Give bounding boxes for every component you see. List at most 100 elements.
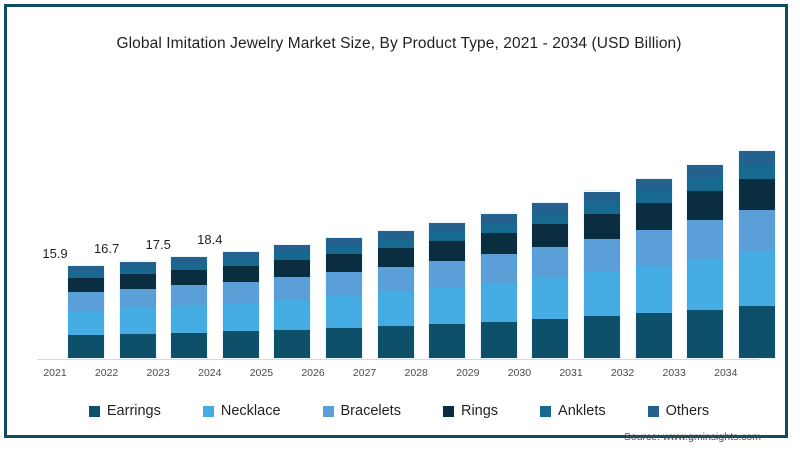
bar-segment-others[interactable]	[222, 251, 259, 259]
legend-item-bracelets[interactable]: Bracelets	[322, 403, 401, 419]
bar-segment-bracelets[interactable]	[584, 238, 620, 272]
bar-segment-earrings[interactable]	[326, 328, 362, 358]
bar-segment-necklace[interactable]	[532, 277, 569, 320]
bar-segment-rings[interactable]	[635, 202, 672, 230]
bar-segment-earrings[interactable]	[377, 326, 414, 358]
bar-segment-anklets[interactable]	[222, 258, 259, 266]
bar-segment-necklace[interactable]	[738, 251, 775, 307]
legend-item-earrings[interactable]: Earrings	[88, 403, 161, 419]
bar-segment-anklets[interactable]	[377, 238, 414, 248]
bar-segment-anklets[interactable]	[326, 245, 362, 255]
bar-segment-bracelets[interactable]	[532, 246, 569, 278]
bar-segment-others[interactable]	[274, 245, 311, 253]
bar-segment-necklace[interactable]	[222, 303, 259, 332]
stacked-bar[interactable]	[170, 255, 209, 359]
bar-segment-earrings[interactable]	[274, 329, 311, 358]
legend-item-others[interactable]: Others	[647, 403, 709, 419]
bar-segment-bracelets[interactable]	[274, 277, 311, 300]
bar-segment-others[interactable]	[68, 266, 104, 272]
bar-segment-earrings[interactable]	[222, 331, 259, 358]
legend-item-necklace[interactable]: Necklace	[202, 403, 281, 419]
bar-segment-earrings[interactable]	[68, 335, 104, 358]
bar-segment-anklets[interactable]	[532, 212, 569, 224]
legend-item-rings[interactable]: Rings	[442, 403, 498, 419]
bar-segment-anklets[interactable]	[171, 263, 208, 271]
bar-segment-bracelets[interactable]	[738, 209, 775, 252]
bar-segment-bracelets[interactable]	[687, 220, 724, 259]
bar-segment-necklace[interactable]	[68, 310, 104, 336]
bar-segment-anklets[interactable]	[584, 202, 620, 214]
stacked-bar[interactable]	[479, 212, 518, 359]
bar-segment-others[interactable]	[377, 230, 414, 239]
bar-segment-earrings[interactable]	[738, 306, 775, 358]
bar-segment-earrings[interactable]	[532, 319, 569, 358]
bar-segment-anklets[interactable]	[687, 177, 724, 192]
stacked-bar[interactable]	[118, 260, 157, 359]
bar-segment-others[interactable]	[738, 151, 775, 165]
bar-segment-rings[interactable]	[584, 213, 620, 239]
bar-segment-others[interactable]	[480, 213, 517, 223]
bar-segment-earrings[interactable]	[429, 324, 466, 358]
bar-segment-necklace[interactable]	[326, 296, 362, 329]
bar-segment-others[interactable]	[171, 256, 208, 264]
stacked-bar[interactable]	[737, 150, 776, 359]
bar-segment-earrings[interactable]	[119, 333, 156, 358]
bar-segment-rings[interactable]	[222, 265, 259, 282]
bar-segment-earrings[interactable]	[480, 321, 517, 358]
bar-segment-necklace[interactable]	[429, 288, 466, 325]
bar-segment-rings[interactable]	[274, 260, 311, 278]
bar-segment-others[interactable]	[687, 165, 724, 178]
stacked-bar[interactable]	[325, 237, 363, 359]
stacked-bar[interactable]	[686, 164, 725, 359]
bar-segment-bracelets[interactable]	[222, 281, 259, 304]
bar-segment-earrings[interactable]	[584, 316, 620, 358]
bar-segment-anklets[interactable]	[480, 222, 517, 233]
bar-segment-others[interactable]	[635, 178, 672, 191]
bar-segment-necklace[interactable]	[687, 258, 724, 310]
bar-segment-rings[interactable]	[532, 223, 569, 247]
bar-segment-necklace[interactable]	[377, 292, 414, 327]
bar-segment-anklets[interactable]	[429, 231, 466, 241]
bar-segment-others[interactable]	[532, 203, 569, 213]
bar-segment-anklets[interactable]	[274, 252, 311, 261]
stacked-bar[interactable]	[221, 250, 260, 359]
bar-segment-anklets[interactable]	[68, 271, 104, 279]
stacked-bar[interactable]	[273, 244, 312, 359]
bar-segment-rings[interactable]	[326, 254, 362, 273]
stacked-bar[interactable]	[376, 229, 415, 359]
bar-segment-necklace[interactable]	[480, 283, 517, 322]
bar-segment-rings[interactable]	[429, 240, 466, 262]
bar-segment-bracelets[interactable]	[480, 254, 517, 284]
stacked-bar[interactable]	[428, 221, 467, 359]
bar-segment-others[interactable]	[326, 238, 362, 246]
bar-segment-necklace[interactable]	[119, 308, 156, 334]
bar-segment-rings[interactable]	[687, 191, 724, 220]
bar-segment-bracelets[interactable]	[171, 285, 208, 306]
bar-segment-necklace[interactable]	[171, 305, 208, 333]
bar-segment-bracelets[interactable]	[635, 229, 672, 266]
bar-segment-earrings[interactable]	[635, 313, 672, 358]
bar-segment-bracelets[interactable]	[326, 272, 362, 297]
bar-segment-bracelets[interactable]	[68, 292, 104, 311]
bar-segment-others[interactable]	[584, 191, 620, 203]
stacked-bar[interactable]	[67, 265, 105, 359]
bar-segment-bracelets[interactable]	[429, 261, 466, 289]
stacked-bar[interactable]	[531, 202, 570, 359]
bar-segment-necklace[interactable]	[635, 265, 672, 314]
stacked-bar[interactable]	[583, 190, 621, 359]
bar-segment-bracelets[interactable]	[377, 266, 414, 293]
bar-segment-rings[interactable]	[480, 232, 517, 255]
stacked-bar[interactable]	[634, 177, 673, 359]
bar-segment-rings[interactable]	[68, 278, 104, 293]
legend-item-anklets[interactable]: Anklets	[540, 403, 606, 419]
bar-segment-anklets[interactable]	[635, 190, 672, 203]
bar-segment-necklace[interactable]	[584, 271, 620, 317]
bar-segment-anklets[interactable]	[738, 164, 775, 179]
bar-segment-earrings[interactable]	[687, 309, 724, 358]
bar-segment-rings[interactable]	[171, 270, 208, 286]
bar-segment-anklets[interactable]	[119, 267, 156, 275]
bar-segment-bracelets[interactable]	[119, 288, 156, 309]
bar-segment-necklace[interactable]	[274, 299, 311, 330]
bar-segment-rings[interactable]	[377, 247, 414, 267]
bar-segment-others[interactable]	[119, 261, 156, 268]
